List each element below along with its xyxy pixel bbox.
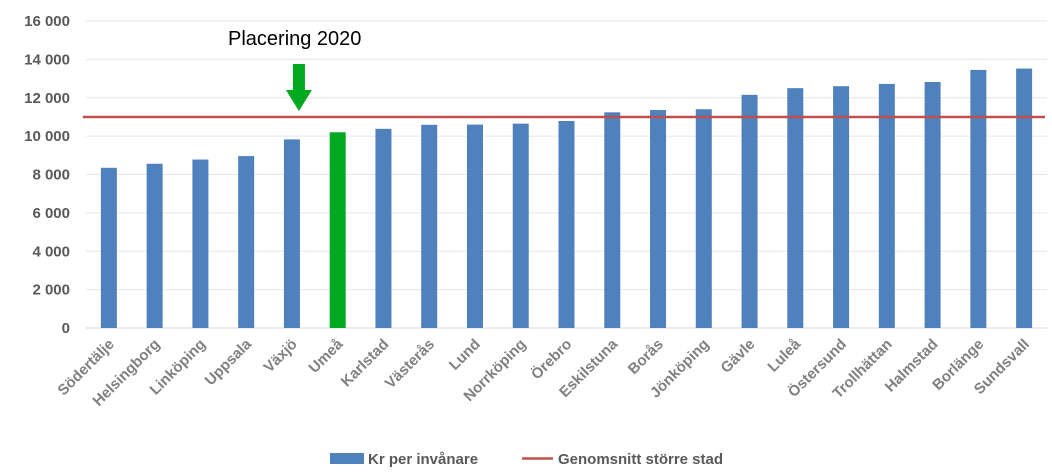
bar [695,109,712,328]
bar [650,110,667,328]
x-tick-label: Växjö [260,336,300,376]
y-tick-label: 10 000 [24,128,70,145]
bar [1016,68,1033,329]
bar [604,112,621,329]
bar [421,124,438,328]
y-tick-label: 8 000 [32,167,70,184]
y-tick-label: 16 000 [24,13,70,30]
x-tick-label: Luleå [764,335,804,375]
bar [558,120,575,328]
x-tick-label: Västerås [382,336,438,392]
bar [466,124,483,328]
legend-line-label: Genomsnitt större stad [558,451,723,468]
bar [878,83,895,328]
bar [238,156,255,328]
bar [787,88,804,328]
x-tick-label: Borås [625,336,667,378]
annotation-label: Placering 2020 [228,28,361,50]
down-arrow-icon [285,64,312,111]
y-tick-label: 14 000 [24,51,70,68]
y-tick-label: 4 000 [32,243,70,260]
x-tick-label: Gävle [717,336,758,377]
bar [283,139,300,328]
y-tick-label: 2 000 [32,282,70,299]
bar [741,94,758,328]
legend: Kr per invånare Genomsnitt större stad [330,451,723,468]
x-tick-label: Lund [446,336,484,374]
bar [924,82,941,328]
bar [146,163,163,328]
bar [833,86,850,328]
x-tick-label: Umeå [306,335,347,376]
bar [375,128,392,328]
y-axis-ticks: 0 2 000 4 000 6 000 8 000 10 000 12 000 14 000 1… [24,13,70,337]
bar [100,167,117,328]
y-tick-label: 0 [62,320,70,337]
legend-bar-swatch [330,453,364,464]
bar [970,69,987,328]
bar [192,159,209,328]
legend-bar-label: Kr per invånare [368,451,478,468]
annotation-group: Placering 2020 [228,28,361,111]
y-tick-label: 12 000 [24,90,70,107]
x-tick-label: Uppsala [202,335,256,389]
bar [512,123,529,328]
y-tick-label: 6 000 [32,205,70,222]
bars [100,68,1033,329]
bar [329,132,346,328]
